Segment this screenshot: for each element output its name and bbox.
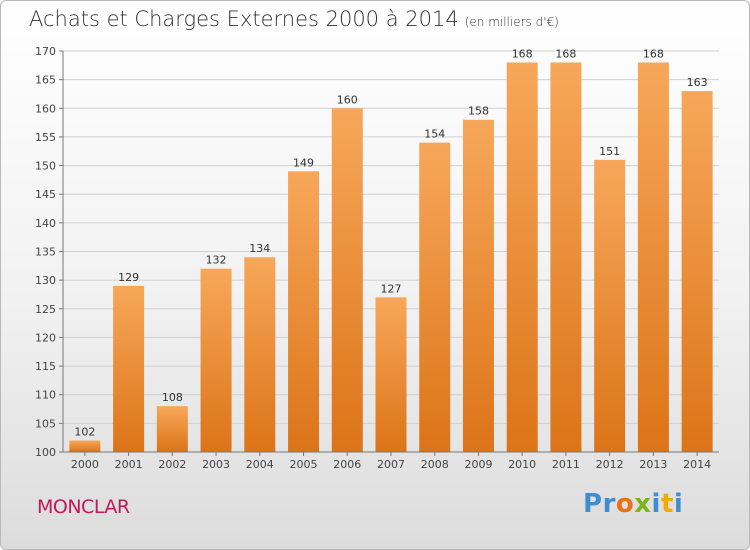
- x-tick-label-2002: 2002: [158, 458, 186, 471]
- bar-2001: [113, 285, 145, 452]
- y-tick-label: 170: [35, 45, 56, 58]
- bar-2000: [69, 440, 101, 452]
- y-tick-label: 100: [35, 446, 56, 459]
- y-tick-label: 105: [35, 417, 56, 430]
- bar-2008: [419, 142, 451, 452]
- chart-title-text: Achats et Charges Externes 2000 à 2014: [29, 7, 459, 31]
- brand-letter: o: [615, 489, 635, 519]
- data-label-2014: 163: [687, 76, 708, 89]
- x-tick-label-2010: 2010: [508, 458, 536, 471]
- data-label-2012: 151: [599, 145, 620, 158]
- data-label-2004: 134: [249, 242, 270, 255]
- y-tick-label: 130: [35, 274, 56, 287]
- y-tick-label: 145: [35, 188, 56, 201]
- bars: 102 129 108 132 134 149 160 127 154 158 168 168 151 1…: [69, 47, 713, 453]
- x-tick-label-2004: 2004: [246, 458, 274, 471]
- commune-name: MONCLAR: [37, 496, 130, 518]
- data-label-2008: 154: [424, 128, 445, 141]
- data-label-2000: 102: [74, 426, 95, 439]
- x-tick-label-2012: 2012: [596, 458, 624, 471]
- data-label-2001: 129: [118, 271, 139, 284]
- bar-2013: [637, 62, 669, 452]
- y-tick-label: 165: [35, 74, 56, 87]
- x-tick-label-2014: 2014: [683, 458, 711, 471]
- data-label-2011: 168: [555, 47, 576, 60]
- brand-letter: r: [602, 489, 616, 519]
- bar-2006: [331, 108, 363, 453]
- x-tick-label-2013: 2013: [639, 458, 667, 471]
- y-tick-label: 155: [35, 131, 56, 144]
- y-tick-label: 140: [35, 217, 56, 230]
- x-tick-label-2003: 2003: [202, 458, 230, 471]
- x-tick-label-2001: 2001: [115, 458, 143, 471]
- bar-2011: [550, 62, 582, 452]
- x-tick-label-2008: 2008: [421, 458, 449, 471]
- bar-2007: [375, 297, 407, 452]
- x-tick-label-2011: 2011: [552, 458, 580, 471]
- x-tick-label-2006: 2006: [333, 458, 361, 471]
- brand-letter: i: [651, 489, 661, 519]
- y-tick-label: 160: [35, 102, 56, 115]
- y-tick-label: 150: [35, 160, 56, 173]
- brand-letter: x: [634, 489, 652, 519]
- data-label-2006: 160: [337, 93, 358, 106]
- brand-letter: P: [583, 489, 603, 519]
- data-label-2007: 127: [381, 282, 402, 295]
- data-label-2009: 158: [468, 105, 489, 118]
- x-tick-label-2005: 2005: [290, 458, 318, 471]
- bar-2010: [506, 62, 538, 452]
- y-tick-label: 135: [35, 246, 56, 259]
- data-label-2005: 149: [293, 156, 314, 169]
- y-tick-label: 125: [35, 303, 56, 316]
- chart-unit-subtitle: (en milliers d'€): [464, 15, 559, 29]
- bar-2009: [462, 119, 494, 452]
- x-tick-label-2009: 2009: [464, 458, 492, 471]
- brand-letter: t: [660, 489, 674, 519]
- bar-2003: [200, 268, 232, 452]
- bar-2014: [681, 91, 713, 452]
- axes: 1001051101151201251301351401451501551601…: [35, 45, 719, 471]
- y-tick-label: 110: [35, 389, 56, 402]
- chart-title: Achats et Charges Externes 2000 à 2014 (e…: [29, 7, 559, 31]
- bar-2002: [156, 406, 188, 452]
- data-label-2013: 168: [643, 47, 664, 60]
- brand-letter: i: [673, 489, 684, 519]
- data-label-2010: 168: [512, 47, 533, 60]
- bar-2004: [244, 257, 276, 452]
- x-tick-label-2007: 2007: [377, 458, 405, 471]
- y-tick-label: 120: [35, 331, 56, 344]
- bar-2005: [288, 171, 320, 453]
- x-tick-label-2000: 2000: [71, 458, 99, 471]
- y-tick-label: 115: [35, 360, 56, 373]
- data-label-2002: 108: [162, 391, 183, 404]
- data-label-2003: 132: [206, 254, 227, 267]
- brand-logo: Proxiti: [583, 489, 683, 519]
- bar-2012: [594, 159, 626, 453]
